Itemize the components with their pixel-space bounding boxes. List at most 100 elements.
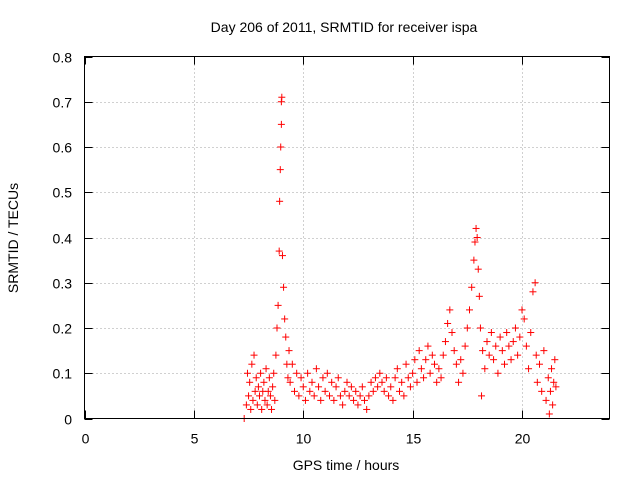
data-point — [446, 306, 454, 314]
data-point — [536, 360, 543, 368]
data-point — [268, 405, 276, 413]
data-point — [354, 401, 362, 409]
data-point — [540, 347, 548, 355]
data-point — [474, 265, 482, 273]
x-tick-label: 15 — [406, 431, 422, 447]
data-point — [431, 360, 438, 368]
data-point — [248, 360, 256, 368]
data-point — [277, 120, 285, 128]
plot-frame — [84, 56, 610, 419]
data-point — [304, 369, 312, 377]
data-point — [282, 333, 290, 341]
data-point — [249, 396, 257, 404]
data-point — [273, 324, 281, 332]
data-point — [280, 283, 288, 291]
data-point — [475, 292, 483, 300]
data-point — [481, 365, 489, 373]
data-point — [284, 374, 292, 382]
data-point — [347, 383, 355, 391]
data-point — [507, 356, 515, 364]
data-point — [411, 356, 419, 364]
data-point — [371, 374, 379, 382]
y-axis-label: SRMTID / TECUs — [5, 183, 21, 293]
data-point — [406, 383, 414, 391]
data-point — [378, 378, 386, 386]
data-point — [328, 378, 336, 386]
data-point — [426, 369, 434, 377]
data-point — [391, 374, 399, 382]
data-point — [257, 369, 265, 377]
data-point — [258, 405, 266, 413]
data-point — [251, 387, 259, 395]
data-point — [278, 93, 286, 101]
data-point — [281, 315, 289, 323]
data-point — [413, 378, 421, 386]
data-point — [312, 365, 320, 373]
data-point — [420, 374, 428, 382]
data-point — [380, 387, 388, 395]
data-point — [385, 392, 393, 400]
y-tick-label: 0.3 — [53, 276, 73, 292]
data-point — [550, 378, 558, 386]
data-point — [466, 306, 473, 314]
data-point — [532, 351, 540, 359]
data-point — [295, 392, 303, 400]
data-point — [473, 234, 481, 241]
data-point — [301, 396, 309, 404]
data-point — [263, 401, 271, 409]
data-point — [310, 392, 318, 400]
data-point — [367, 378, 375, 386]
data-point — [272, 351, 280, 359]
data-point — [387, 383, 395, 391]
data-point — [520, 315, 528, 323]
data-point — [450, 347, 458, 355]
data-point — [299, 383, 307, 391]
data-point — [552, 383, 560, 391]
data-point — [242, 401, 250, 409]
data-points — [240, 93, 560, 422]
chart-title: Day 206 of 2011, SRMTID for receiver isp… — [211, 19, 478, 35]
data-point — [461, 342, 469, 350]
data-point — [288, 360, 296, 368]
data-point — [269, 383, 277, 391]
data-point — [254, 383, 262, 391]
data-point — [428, 351, 436, 359]
data-point — [400, 392, 408, 400]
grid-lines — [84, 56, 610, 419]
data-point — [525, 365, 533, 373]
data-point — [276, 197, 284, 205]
data-point — [275, 247, 283, 255]
data-point — [332, 383, 340, 391]
data-point — [402, 360, 410, 368]
data-point — [321, 387, 329, 395]
data-point — [501, 360, 508, 368]
data-point — [516, 333, 524, 341]
data-point — [490, 356, 498, 364]
x-tick-label: 0 — [82, 431, 90, 447]
data-point — [297, 374, 305, 382]
data-point — [511, 324, 519, 332]
data-point — [459, 369, 467, 377]
data-point — [494, 369, 502, 377]
data-point — [243, 369, 251, 377]
data-point — [265, 374, 273, 382]
data-point — [361, 396, 368, 404]
data-point — [343, 378, 351, 386]
x-axis-label: GPS time / hours — [293, 457, 400, 473]
data-point — [452, 360, 460, 368]
data-point — [433, 378, 441, 386]
data-point — [531, 279, 539, 287]
data-point — [365, 392, 373, 400]
data-point — [252, 374, 260, 382]
x-tick-label: 10 — [296, 431, 312, 447]
data-point — [277, 143, 285, 151]
data-point — [505, 342, 513, 350]
data-point — [415, 347, 423, 355]
data-point — [463, 324, 471, 332]
y-tick-label: 0.8 — [53, 50, 73, 66]
y-tick-label: 0.5 — [53, 185, 73, 201]
data-point — [404, 374, 412, 382]
data-point — [264, 387, 272, 395]
data-point — [417, 365, 425, 373]
